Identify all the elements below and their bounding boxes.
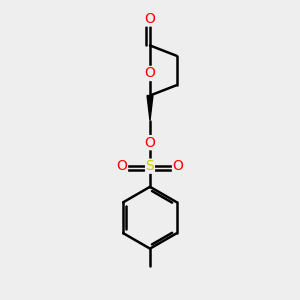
Text: S: S <box>146 159 154 173</box>
Text: O: O <box>145 136 155 150</box>
Polygon shape <box>147 95 153 121</box>
Text: O: O <box>172 159 183 173</box>
Text: O: O <box>145 66 155 80</box>
Text: O: O <box>145 12 155 26</box>
Text: O: O <box>117 159 128 173</box>
